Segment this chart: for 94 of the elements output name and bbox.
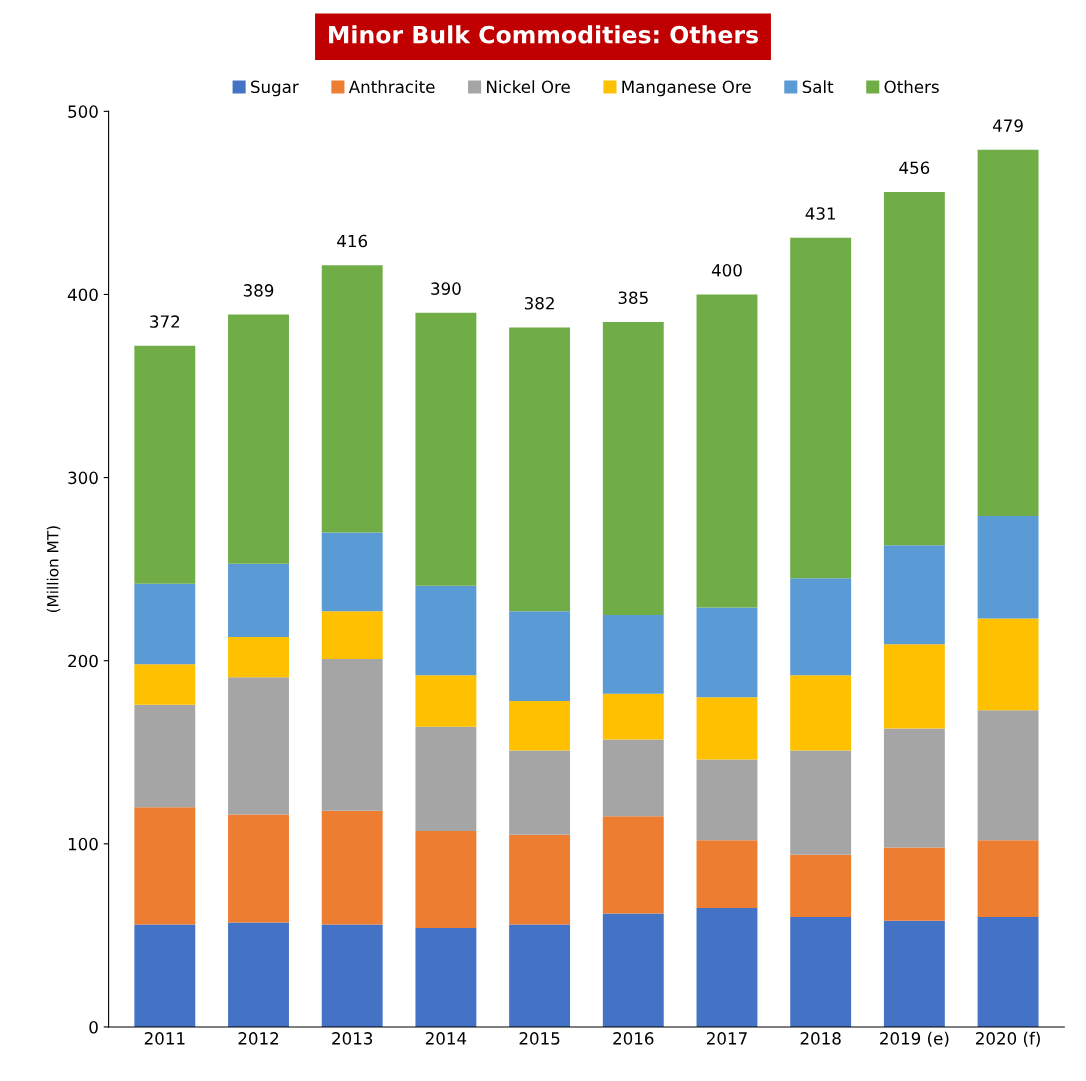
chart-title: Minor Bulk Commodities: Others [329,25,759,44]
bar [696,697,758,760]
bar [883,920,945,1027]
bar [790,237,852,579]
bar [602,739,664,817]
legend-label: Sugar [251,80,299,97]
y-tick-label: 400 [67,288,98,302]
total-label: 416 [337,234,368,248]
bar [977,840,1039,918]
legend-label: Nickel Ore [487,80,570,94]
bar [134,924,196,1027]
bar [883,191,945,546]
bar [883,644,945,729]
bar [977,516,1039,619]
bar [415,675,477,727]
x-tick-label: 2012 [238,1032,279,1045]
bar [602,693,664,740]
bar [790,750,852,855]
bar [977,618,1039,711]
total-label: 389 [243,284,274,297]
bar [509,611,571,701]
x-tick-label: 2013 [332,1032,373,1045]
bar [696,840,758,908]
bar [696,759,758,841]
legend-label: Anthracite [348,80,435,94]
bar [696,607,758,698]
total-label: 382 [524,296,554,310]
y-tick-label: 0 [89,1020,98,1034]
y-axis-title: (Million MT) [46,526,61,613]
bar [883,545,945,645]
bar [790,578,852,676]
bar [134,664,196,705]
x-tick-label: 2020 (f) [975,1031,1040,1047]
bar [509,750,571,835]
bar [602,913,664,1027]
x-tick-label: 2014 [425,1032,467,1045]
bar [977,917,1039,1027]
bar [321,810,383,925]
x-tick-label: 2016 [613,1032,654,1045]
bar [321,611,383,659]
x-tick-label: 2011 [144,1032,185,1045]
bar [321,658,383,811]
y-tick-label: 100 [68,837,98,851]
bar [415,726,477,832]
bar [509,327,571,612]
bar [977,710,1039,841]
bar [228,636,289,678]
bar [134,704,196,808]
bar [790,917,852,1027]
bar [883,728,945,848]
bar [321,265,383,533]
legend-label: Others [884,80,939,94]
y-tick-label: 500 [68,105,98,118]
bar [790,854,852,918]
bar [790,675,852,751]
bar [228,922,289,1027]
bar [415,585,477,676]
bar [696,294,758,608]
bar [509,834,571,925]
bar [228,677,289,815]
bar [134,807,196,925]
bar [883,847,945,921]
bar [415,312,477,586]
y-tick-label: 200 [68,654,98,668]
x-tick-label: 2015 [519,1032,560,1045]
y-tick-label: 300 [68,471,98,485]
bar [415,831,477,929]
bar [134,583,196,665]
bar [602,816,664,914]
bar [228,563,289,637]
total-label: 431 [805,207,836,220]
bar [321,532,383,612]
bar [696,907,758,1027]
x-tick-label: 2017 [706,1032,747,1045]
total-label: 479 [992,119,1023,132]
bar [321,924,383,1027]
total-label: 372 [150,315,180,328]
bar [977,149,1039,517]
total-label: 390 [431,282,461,295]
legend-label: Salt [802,80,834,94]
total-label: 400 [711,263,742,277]
bar [228,814,289,923]
bar [415,928,477,1027]
bar [602,614,664,694]
x-tick-label: 2018 [800,1032,841,1045]
bar [509,700,571,751]
bar [228,314,289,564]
legend-label: Manganese Ore [622,80,751,97]
total-label: 385 [618,291,648,305]
x-tick-label: 2019 (e) [880,1031,949,1047]
total-label: 456 [899,161,930,175]
bar [509,924,571,1027]
bar [602,321,664,615]
bar [134,345,196,584]
